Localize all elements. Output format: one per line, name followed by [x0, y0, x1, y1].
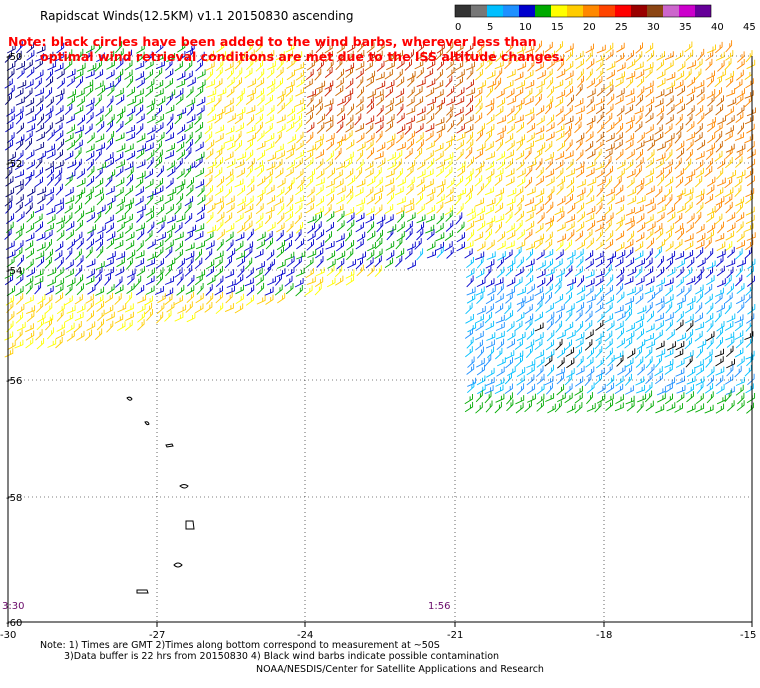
colorbar-swatch — [599, 5, 615, 17]
colorbar-label: 35 — [679, 22, 692, 33]
note-line-2: optimal wind retrieval conditions are me… — [40, 49, 565, 64]
footer-line-2: 3)Data buffer is 22 hrs from 20150830 4)… — [64, 651, 500, 662]
island-outline — [185, 520, 195, 530]
altitude-note: Note: black circles have been added to t… — [8, 34, 568, 64]
island-outlines — [126, 396, 195, 594]
latitude-tick-label: -52 — [6, 159, 22, 170]
longitude-tick-label: -30 — [0, 630, 16, 641]
footer-line-1: Note: 1) Times are GMT 2)Times along bot… — [40, 640, 440, 651]
longitude-tick-label: -24 — [297, 630, 313, 641]
longitude-tick-label: -18 — [596, 630, 612, 641]
island-outline — [173, 562, 183, 568]
footer-notes: Note: 1) Times are GMT 2)Times along bot… — [0, 640, 760, 675]
island-outline — [144, 421, 150, 426]
island-outline — [179, 484, 189, 489]
longitude-tick-label: -15 — [740, 630, 756, 641]
footer-credit: NOAA/NESDIS/Center for Satellite Applica… — [256, 664, 544, 675]
colorbar-label: 30 — [647, 22, 660, 33]
colorbar-swatch — [567, 5, 583, 17]
colorbar-swatch — [503, 5, 519, 17]
colorbar-label: 25 — [615, 22, 628, 33]
colorbar-swatch — [519, 5, 535, 17]
colorbar-label: 40 — [711, 22, 724, 33]
colorbar-swatch — [471, 5, 487, 17]
longitude-tick-label: -21 — [447, 630, 463, 641]
colorbar-label: 10 — [519, 22, 532, 33]
wind-barbs — [4, 40, 756, 414]
colorbar-swatch — [535, 5, 551, 17]
pass-time-label: 1:56 — [428, 601, 450, 612]
colorbar-swatch — [679, 5, 695, 17]
lat-lon-grid — [8, 55, 752, 622]
latitude-tick-label: -58 — [6, 493, 22, 504]
colorbar-swatch — [615, 5, 631, 17]
island-outline — [165, 443, 174, 448]
colorbar-swatch — [663, 5, 679, 17]
latitude-tick-label: -56 — [6, 376, 22, 387]
colorbar-swatch — [583, 5, 599, 17]
latitude-tick-label: -50 — [6, 52, 22, 63]
colorbar-label: 0 — [455, 22, 461, 33]
colorbar-swatch — [487, 5, 503, 17]
island-outline — [126, 396, 133, 401]
colorbar-swatch — [551, 5, 567, 17]
colorbar-label: 15 — [551, 22, 564, 33]
colorbar-swatch — [631, 5, 647, 17]
pass-time-label: 3:30 — [2, 601, 24, 612]
map-title: Rapidscat Winds(12.5KM) v1.1 20150830 as… — [40, 9, 354, 23]
colorbar-swatch — [647, 5, 663, 17]
colorbar-swatch — [695, 5, 711, 17]
map-axes: -30 -27 -24 -21 -18 -15 -50 -52 -54 -56 -58 -60 3:30… — [0, 52, 756, 641]
colorbar-label: 20 — [583, 22, 596, 33]
colorbar-label: 5 — [487, 22, 493, 33]
latitude-tick-label: -60 — [6, 618, 22, 629]
island-outline — [136, 589, 149, 594]
note-line-1: Note: black circles have been added to t… — [8, 34, 537, 49]
longitude-tick-label: -27 — [149, 630, 165, 641]
colorbar-swatch — [455, 5, 471, 17]
colorbar-label: 45 — [743, 22, 756, 33]
latitude-tick-label: -54 — [6, 266, 22, 277]
